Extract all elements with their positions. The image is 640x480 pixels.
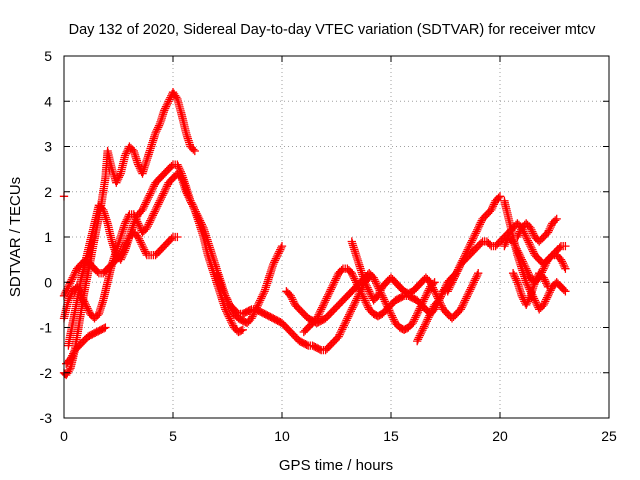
y-tick-label: 0 (44, 274, 52, 290)
y-tick-label: -3 (40, 410, 53, 426)
chart-title: Day 132 of 2020, Sidereal Day-to-day VTE… (69, 22, 597, 38)
x-axis-tick-labels: 0 5 10 15 20 25 (60, 428, 617, 444)
y-tick-label: 4 (44, 93, 52, 109)
x-tick-label: 20 (492, 428, 508, 444)
marker-path-track-15 (508, 269, 553, 310)
x-tick-label: 10 (274, 428, 290, 444)
y-tick-label: -2 (40, 365, 53, 381)
marker-path-track-2 (64, 160, 287, 350)
marker-path-track-5 (62, 323, 110, 368)
x-axis-title: GPS time / hours (279, 457, 393, 474)
y-tick-label: 3 (44, 139, 52, 155)
data-marks (59, 88, 570, 380)
x-tick-label: 5 (169, 428, 177, 444)
series-track-5 (62, 323, 110, 368)
x-tick-label: 15 (383, 428, 399, 444)
axis-ticks (63, 55, 610, 419)
x-tick-label: 25 (601, 428, 617, 444)
series-track-7 (212, 269, 374, 355)
series-track-15 (508, 269, 553, 310)
y-tick-label: 1 (44, 229, 52, 245)
y-tick-label: 2 (44, 184, 52, 200)
series-track-16 (513, 214, 561, 246)
y-tick-label: -1 (40, 320, 53, 336)
y-axis-title: SDTVAR / TECUs (7, 177, 24, 297)
x-tick-label: 0 (60, 428, 68, 444)
y-axis-tick-labels: -3 -2 -1 0 1 2 3 4 5 (40, 48, 53, 426)
y-tick-label: 5 (44, 48, 52, 64)
series-track-2 (64, 160, 287, 350)
marker-path-track-16 (513, 214, 561, 246)
marker-path-track-7 (212, 269, 374, 355)
